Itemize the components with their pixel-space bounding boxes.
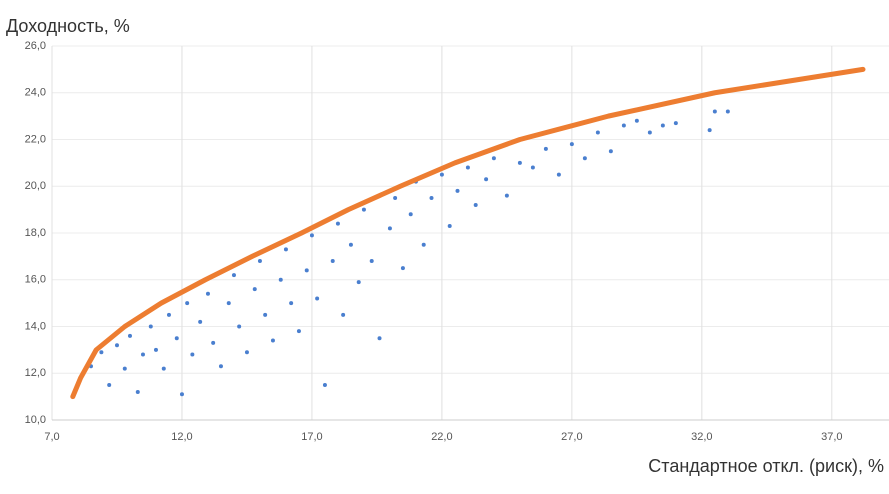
scatter-point (400, 266, 405, 271)
scatter-point (712, 109, 717, 114)
x-tick-label: 32,0 (691, 431, 712, 443)
x-tick-label: 37,0 (821, 431, 842, 443)
scatter-point (361, 207, 366, 212)
y-tick-label: 16,0 (25, 274, 46, 286)
x-tick-label: 7,0 (44, 431, 59, 443)
scatter-point (179, 392, 184, 397)
x-tick-label: 17,0 (301, 431, 322, 443)
scatter-point (634, 118, 639, 123)
scatter-point (252, 287, 257, 292)
scatter-point (369, 259, 374, 264)
scatter-point (127, 333, 132, 338)
scatter-point (140, 352, 145, 357)
y-tick-label: 18,0 (25, 227, 46, 239)
scatter-point (166, 312, 171, 317)
scatter-point (335, 221, 340, 226)
scatter-point (595, 130, 600, 135)
scatter-point (330, 259, 335, 264)
x-tick-label: 22,0 (431, 431, 452, 443)
scatter-point (517, 160, 522, 165)
scatter-point (114, 343, 119, 348)
scatter-point (198, 319, 203, 324)
scatter-point (473, 202, 478, 207)
scatter-point (190, 352, 195, 357)
scatter-point (148, 324, 153, 329)
scatter-point (270, 338, 275, 343)
y-tick-label: 24,0 (25, 87, 46, 99)
scatter-point (218, 364, 223, 369)
scatter-point (174, 336, 179, 341)
scatter-point (543, 146, 548, 151)
scatter-point (263, 312, 268, 317)
y-tick-label: 14,0 (25, 320, 46, 332)
scatter-point (484, 177, 489, 182)
scatter-point (257, 259, 262, 264)
scatter-point (530, 165, 535, 170)
scatter-point (135, 389, 140, 394)
scatter-point (296, 329, 301, 334)
scatter-point (725, 109, 730, 114)
scatter-point (569, 142, 574, 147)
y-tick-label: 26,0 (25, 40, 46, 52)
scatter-point (161, 366, 166, 371)
scatter-point (99, 350, 104, 355)
scatter-point (237, 324, 242, 329)
scatter-point (153, 347, 158, 352)
scatter-point (283, 247, 288, 252)
scatter-point (429, 195, 434, 200)
scatter-point (421, 242, 426, 247)
scatter-point (608, 149, 613, 154)
scatter-point (447, 223, 452, 228)
scatter-point (491, 156, 496, 161)
y-tick-label: 22,0 (25, 133, 46, 145)
y-axis-title: Доходность, % (6, 16, 130, 36)
scatter-point (504, 193, 509, 198)
scatter-point (408, 212, 413, 217)
scatter-point (393, 195, 398, 200)
scatter-point (244, 350, 249, 355)
scatter-point (621, 123, 626, 128)
scatter-point (465, 165, 470, 170)
scatter-point (278, 277, 283, 282)
scatter-point (341, 312, 346, 317)
y-tick-label: 10,0 (25, 414, 46, 426)
scatter-point (647, 130, 652, 135)
scatter-point (309, 233, 314, 238)
scatter-point (660, 123, 665, 128)
scatter-point (185, 301, 190, 306)
scatter-point (122, 366, 127, 371)
y-tick-label: 20,0 (25, 180, 46, 192)
x-axis-title: Стандартное откл. (риск), % (648, 456, 884, 476)
scatter-point (226, 301, 231, 306)
scatter-point (673, 121, 678, 126)
scatter-point (107, 382, 112, 387)
y-tick-label: 12,0 (25, 367, 46, 379)
scatter-point (211, 340, 216, 345)
scatter-point (556, 172, 561, 177)
x-tick-label: 12,0 (171, 431, 192, 443)
scatter-point (439, 172, 444, 177)
frontier-line (70, 66, 866, 400)
scatter-point (455, 188, 460, 193)
scatter-point (387, 226, 392, 231)
scatter-point (356, 280, 361, 285)
x-tick-label: 27,0 (561, 431, 582, 443)
scatter-point (707, 128, 712, 133)
scatter-point (582, 156, 587, 161)
scatter-point (231, 273, 236, 278)
scatter-point (304, 268, 309, 273)
scatter-point (289, 301, 294, 306)
scatter-point (348, 242, 353, 247)
scatter-point (205, 291, 210, 296)
scatter-point (377, 336, 382, 341)
scatter-point (322, 382, 327, 387)
scatter-point (315, 296, 320, 301)
